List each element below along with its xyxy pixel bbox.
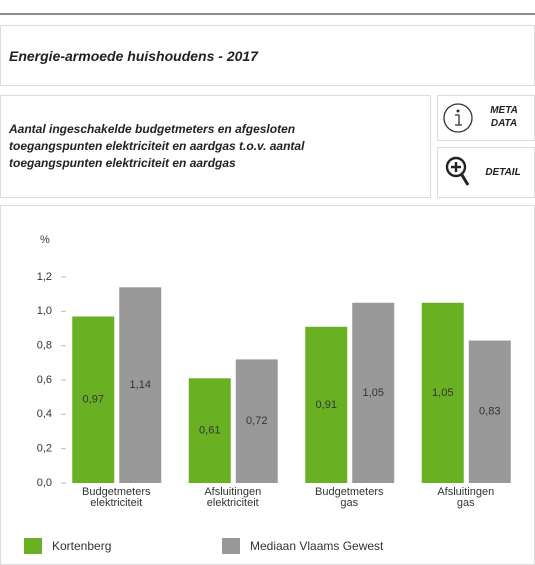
bar — [235, 359, 278, 483]
value-label: 0,97 — [83, 394, 104, 406]
legend-label: Kortenberg — [52, 539, 111, 553]
value-label: 1,14 — [130, 379, 151, 391]
value-label: 1,05 — [363, 387, 384, 399]
x-tick-line: Budgetmeters — [315, 486, 384, 498]
top-rule — [0, 13, 535, 15]
y-tick-label: 0,6 — [37, 374, 52, 386]
x-tick-line: elektriciteit — [207, 497, 259, 509]
value-label: 0,61 — [199, 425, 220, 437]
meta-label-line: DATA — [490, 118, 518, 129]
x-tick-line: gas — [340, 497, 358, 509]
bar — [352, 302, 395, 483]
bar — [188, 378, 231, 483]
y-tick-label: 1,0 — [37, 305, 52, 317]
y-tick-label: 0,2 — [37, 443, 52, 455]
page-title: Energie-armoede huishoudens - 2017 — [9, 48, 258, 64]
detail-label[interactable]: DETAIL — [485, 167, 521, 178]
x-tick-line: Afsluitingen — [204, 486, 261, 498]
value-label: 1,05 — [432, 387, 453, 399]
title-box — [0, 25, 535, 86]
info-icon — [443, 103, 473, 133]
y-tick-label: 0,4 — [37, 408, 52, 420]
zoom-icon — [445, 156, 470, 186]
y-tick-label: 0,0 — [37, 477, 52, 489]
legend-swatch — [24, 538, 42, 554]
y-axis-label: % — [40, 234, 50, 246]
x-tick-label: Budgetmeters gas — [315, 486, 384, 509]
bar — [421, 302, 464, 483]
bar — [119, 287, 162, 483]
value-label: 0,83 — [479, 406, 500, 418]
legend-label: Mediaan Vlaams Gewest — [250, 539, 384, 553]
x-tick-line: Budgetmeters — [82, 486, 151, 498]
x-tick-line: elektriciteit — [90, 497, 142, 509]
meta-label[interactable]: META DATA — [484, 104, 524, 130]
meta-data-button[interactable] — [437, 95, 535, 141]
x-tick-line: Afsluitingen — [437, 486, 494, 498]
x-tick-line: gas — [457, 497, 475, 509]
legend-swatch — [222, 538, 240, 554]
x-tick-label: Afsluitingen gas — [437, 486, 494, 509]
value-label: 0,72 — [246, 415, 267, 427]
y-tick-label: 1,2 — [37, 271, 52, 283]
y-tick-label: 0,8 — [37, 340, 52, 352]
description-box — [0, 95, 431, 198]
bar — [305, 326, 348, 483]
detail-button[interactable] — [437, 147, 535, 198]
x-tick-label: Budgetmeters elektriciteit — [82, 486, 151, 509]
description: Aantal ingeschakelde budgetmeters en afg… — [9, 122, 305, 170]
value-label: 0,91 — [316, 399, 337, 411]
meta-label-line: META — [490, 105, 518, 116]
bar — [468, 340, 511, 483]
bar — [72, 316, 115, 483]
x-tick-label: Afsluitingen elektriciteit — [204, 486, 261, 509]
